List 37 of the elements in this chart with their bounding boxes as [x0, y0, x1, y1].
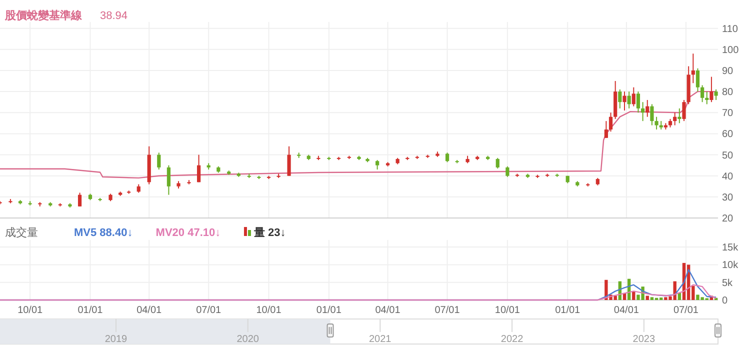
x-tick-label: 07/01: [434, 305, 460, 316]
x-tick-label: 10/01: [18, 305, 44, 316]
y-tick-label: 60: [722, 129, 734, 140]
text: MV20 47.10↓: [156, 227, 221, 239]
chart-title: 成交量: [5, 226, 38, 239]
legend-label: 量 23↓: [252, 227, 286, 239]
y-tick-label: 100: [722, 44, 740, 56]
y-tick-label: 20: [722, 214, 734, 224]
x-tick-label: 10/01: [494, 305, 520, 316]
y-tick-label: 40: [722, 171, 734, 182]
y-tick-label: 15k: [722, 242, 740, 254]
x2-tick-label: 2021: [369, 334, 392, 345]
y-tick-label: 10k: [722, 260, 740, 272]
x2-tick-label: 2020: [236, 334, 260, 345]
x-tick-label: 01/01: [555, 305, 581, 316]
x-tick-label: 04/01: [614, 305, 640, 316]
x-tick-label: 04/01: [136, 305, 162, 316]
x2-tick-label: 2023: [632, 334, 656, 345]
y-tick-label: 90: [722, 66, 734, 77]
x2-tick-label: 2022: [500, 334, 524, 345]
x2-tick-label: 2019: [104, 334, 128, 345]
x-tick-label: 04/01: [375, 305, 401, 316]
text: 股價蛻變基準線: [4, 9, 83, 22]
x-tick-label: 01/01: [316, 305, 342, 316]
y-tick-label: 5k: [722, 278, 734, 289]
y-tick-label: 0: [722, 296, 728, 306]
y-tick-label: 30: [722, 192, 734, 204]
y-tick-label: 110: [722, 24, 738, 35]
x-tick-label: 07/01: [196, 305, 222, 316]
x-tick-label: 01/01: [78, 305, 104, 316]
x-tick-label: 10/01: [256, 305, 282, 316]
text: MV5 88.40↓: [74, 227, 133, 239]
y-tick-label: 70: [722, 108, 734, 120]
x-tick-label: 07/01: [673, 305, 699, 316]
y-tick-label: 80: [722, 87, 734, 98]
y-tick-label: 50: [722, 150, 734, 162]
text: 38.94: [100, 10, 128, 22]
